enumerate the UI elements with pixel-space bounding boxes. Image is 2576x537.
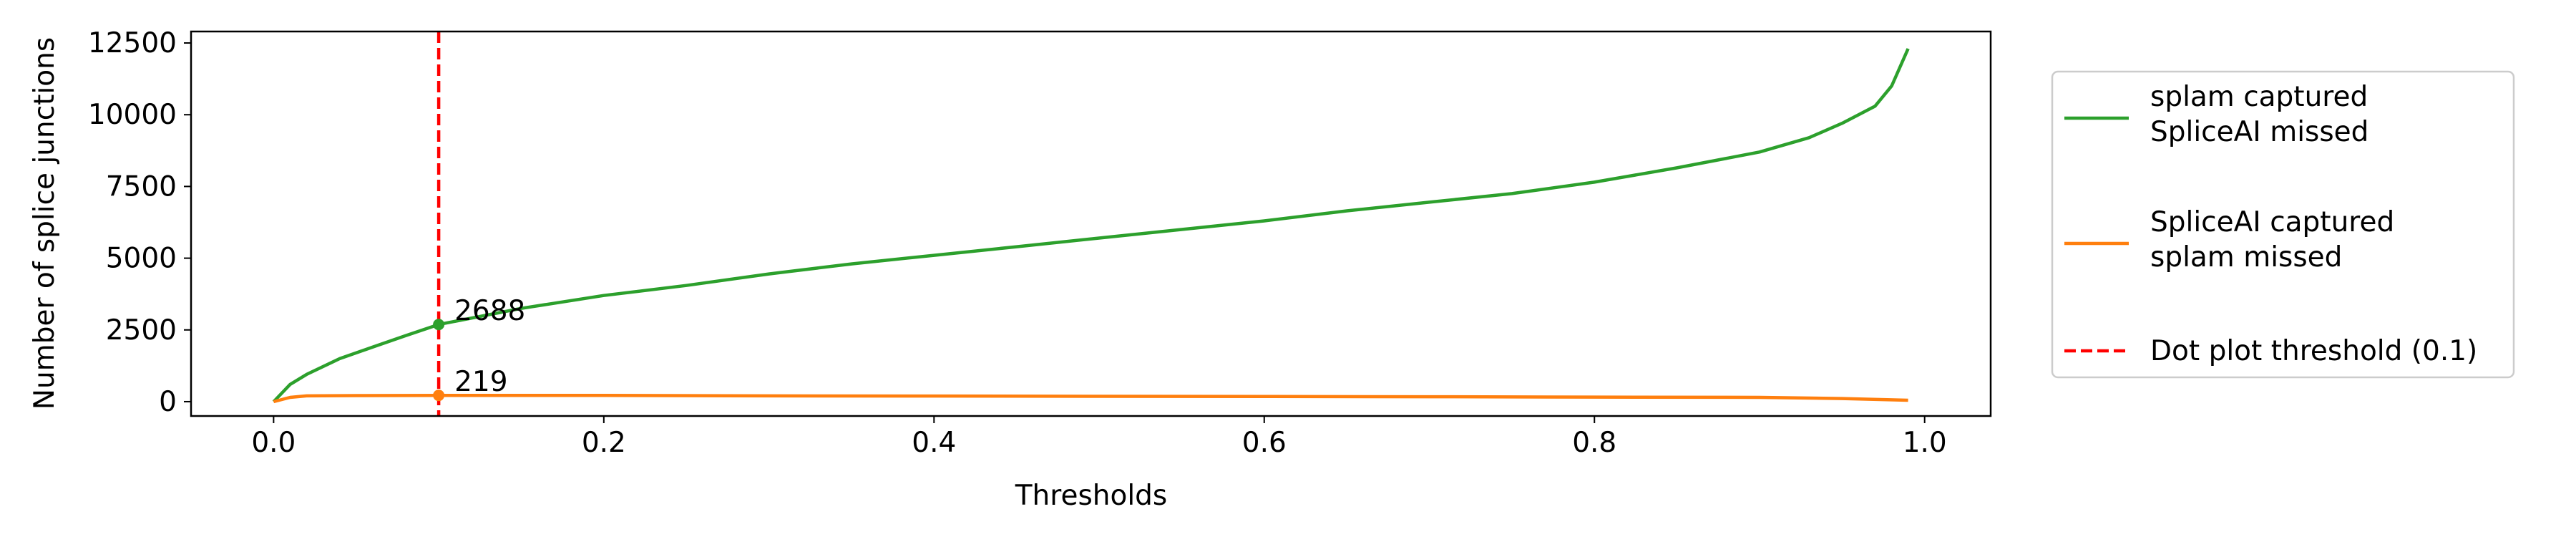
annotation-label-1: 2688 xyxy=(454,295,525,327)
x-tick-label: 0.4 xyxy=(912,427,956,459)
plot-area: 2688 219 xyxy=(272,32,1910,416)
y-tick-label: 12500 xyxy=(88,27,177,59)
legend-label-3: Dot plot threshold (0.1) xyxy=(2150,335,2477,367)
x-tick-label: 1.0 xyxy=(1903,427,1947,459)
y-tick-label: 2500 xyxy=(106,314,177,347)
x-tick-label: 0.0 xyxy=(251,427,296,459)
axes: 0.0 0.2 0.4 0.6 0.8 1.0 0 2500 5000 7500 10000 1250… xyxy=(88,27,1992,459)
legend-label-1: splam captured SpliceAI missed xyxy=(2150,81,2368,148)
x-tick-label: 0.2 xyxy=(582,427,626,459)
axes-frame xyxy=(190,30,1992,417)
legend-box xyxy=(2051,70,2515,379)
legend: splam captured SpliceAI missed SpliceAI ca… xyxy=(2051,70,2515,379)
x-tick-label: 0.6 xyxy=(1242,427,1287,459)
annotation-point-1 xyxy=(433,319,445,331)
series-line-1 xyxy=(272,48,1910,403)
y-tick-label: 7500 xyxy=(106,170,177,203)
y-tick-label: 5000 xyxy=(106,243,177,275)
x-axis-label: Thresholds xyxy=(1015,480,1168,512)
y-tick-label: 10000 xyxy=(88,99,177,131)
y-tick-label: 0 xyxy=(159,386,177,418)
annotation-label-2: 219 xyxy=(454,366,507,398)
annotation-point-2 xyxy=(433,390,445,402)
y-axis-label: Number of splice junctions xyxy=(29,37,61,410)
series-line-2 xyxy=(273,393,1908,404)
x-tick-label: 0.8 xyxy=(1572,427,1616,459)
legend-label-2: SpliceAI captured splam missed xyxy=(2150,206,2394,274)
